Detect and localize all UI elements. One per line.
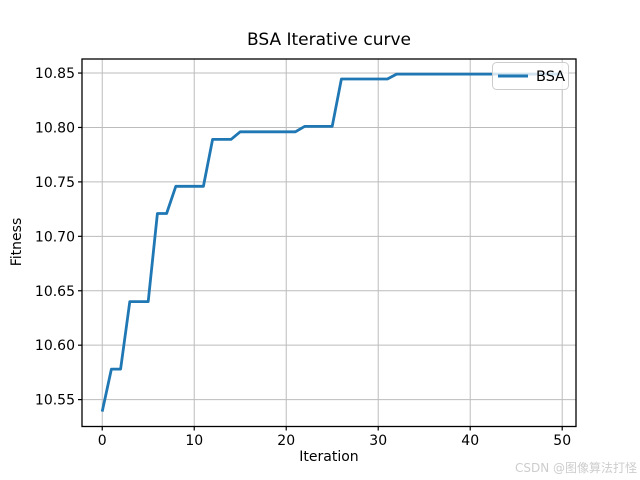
legend-label: BSA	[536, 69, 565, 85]
plot-border	[81, 58, 577, 428]
curve-bsa	[100, 72, 563, 412]
chart-title: BSA Iterative curve	[247, 30, 411, 50]
y-tick-label: 10.60	[35, 338, 75, 354]
gridlines	[82, 59, 576, 427]
y-axis-label: Fitness	[9, 217, 25, 267]
y-tick-label: 10.80	[35, 120, 75, 136]
bsa-curve-line	[100, 72, 563, 412]
watermark: CSDN @图像算法打怪	[514, 461, 637, 475]
y-tick-label: 10.75	[35, 175, 75, 191]
y-tick-label: 10.70	[35, 229, 75, 245]
x-tick-label: 20	[277, 433, 295, 449]
x-axis-label: Iteration	[299, 449, 359, 465]
x-tick-label: 40	[461, 433, 479, 449]
x-tick-label: 30	[369, 433, 387, 449]
y-tick-label: 10.65	[35, 284, 75, 300]
axis-ticks: 0 10 20 30 40 50 10.55 10.60 10.65 10.70 10.75 10.8…	[35, 66, 571, 449]
legend-box	[492, 62, 569, 90]
y-tick-label: 10.55	[35, 393, 75, 409]
x-tick-label: 10	[185, 433, 203, 449]
x-tick-label: 0	[98, 433, 107, 449]
y-tick-label: 10.85	[35, 66, 75, 82]
x-tick-label: 50	[553, 433, 571, 449]
legend: BSA	[492, 62, 569, 90]
